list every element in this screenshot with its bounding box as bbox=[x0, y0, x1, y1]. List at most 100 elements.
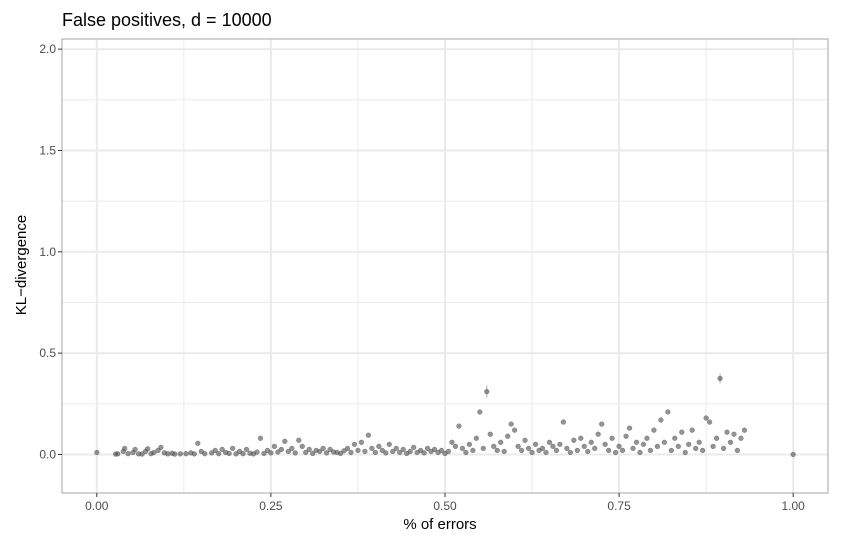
data-point bbox=[132, 446, 138, 453]
data-point bbox=[505, 433, 511, 439]
x-tick-label: 0.75 bbox=[607, 499, 631, 513]
data-point bbox=[115, 451, 121, 457]
data-point bbox=[310, 450, 316, 457]
y-tick-label: 0.0 bbox=[39, 447, 56, 461]
data-point bbox=[560, 419, 567, 425]
data-point bbox=[651, 427, 657, 433]
data-point bbox=[553, 447, 560, 454]
data-point bbox=[602, 441, 608, 448]
data-point bbox=[498, 439, 504, 445]
data-point bbox=[438, 447, 445, 454]
data-point bbox=[470, 447, 476, 454]
data-points bbox=[94, 373, 796, 458]
data-point bbox=[668, 447, 674, 454]
y-tick-label: 1.0 bbox=[39, 245, 56, 259]
data-point bbox=[456, 423, 462, 429]
data-point bbox=[139, 451, 145, 457]
data-point bbox=[327, 446, 333, 453]
data-point bbox=[522, 437, 528, 443]
x-axis-ticks: 0.00 0.25 0.50 0.75 1.00 bbox=[85, 493, 805, 513]
data-point bbox=[257, 435, 264, 441]
data-point bbox=[397, 449, 403, 456]
x-tick-label: 1.00 bbox=[782, 499, 806, 513]
data-point bbox=[94, 449, 100, 456]
data-point bbox=[706, 419, 713, 425]
data-point bbox=[790, 451, 796, 458]
data-point bbox=[317, 448, 323, 455]
x-tick-label: 0.50 bbox=[433, 499, 457, 513]
data-point bbox=[145, 446, 151, 452]
data-point bbox=[654, 443, 661, 450]
data-point bbox=[376, 443, 382, 450]
data-point bbox=[626, 425, 633, 431]
data-point bbox=[508, 421, 514, 427]
data-point bbox=[296, 437, 302, 443]
data-point bbox=[679, 429, 685, 435]
data-point bbox=[546, 439, 553, 445]
data-point bbox=[630, 445, 636, 452]
data-point bbox=[372, 449, 379, 456]
data-point bbox=[480, 445, 486, 452]
data-point bbox=[292, 450, 298, 456]
data-point bbox=[672, 435, 678, 441]
data-point bbox=[571, 437, 577, 443]
data-point bbox=[491, 443, 497, 450]
data-point bbox=[633, 439, 640, 445]
data-point bbox=[158, 444, 164, 451]
data-point bbox=[289, 445, 295, 452]
chart-title: False positives, d = 10000 bbox=[62, 10, 272, 30]
data-point bbox=[731, 431, 737, 437]
data-point bbox=[254, 449, 260, 455]
x-tick-label: 0.25 bbox=[259, 499, 283, 513]
data-point bbox=[459, 445, 466, 452]
data-point bbox=[529, 449, 535, 456]
data-point bbox=[306, 446, 312, 453]
data-point bbox=[484, 389, 490, 395]
y-tick-label: 1.5 bbox=[39, 143, 56, 157]
data-point bbox=[623, 433, 629, 439]
data-point bbox=[696, 439, 702, 445]
data-point bbox=[619, 447, 626, 454]
data-point bbox=[358, 439, 365, 445]
data-point bbox=[543, 449, 549, 456]
data-point bbox=[567, 449, 573, 456]
data-point bbox=[212, 447, 218, 454]
y-axis-ticks: 0.0 0.5 1.0 1.5 2.0 bbox=[39, 42, 62, 461]
data-point bbox=[578, 435, 584, 441]
data-point bbox=[720, 445, 727, 452]
data-point bbox=[599, 421, 605, 427]
data-point bbox=[323, 450, 330, 456]
data-point bbox=[727, 439, 734, 445]
data-point bbox=[299, 443, 305, 450]
data-point bbox=[612, 449, 619, 456]
data-point bbox=[588, 439, 594, 445]
grid-lines bbox=[62, 39, 828, 493]
data-point bbox=[449, 439, 455, 445]
data-point bbox=[219, 446, 225, 453]
y-tick-label: 2.0 bbox=[39, 42, 56, 56]
data-point bbox=[703, 415, 709, 421]
data-point bbox=[713, 435, 720, 441]
data-point bbox=[177, 451, 184, 457]
data-point bbox=[282, 438, 288, 444]
data-point bbox=[386, 441, 392, 448]
data-point bbox=[411, 444, 417, 451]
data-point bbox=[477, 409, 483, 415]
data-point bbox=[362, 448, 368, 455]
x-tick-label: 0.00 bbox=[85, 499, 109, 513]
data-point bbox=[383, 450, 389, 456]
data-point bbox=[393, 445, 399, 452]
data-point bbox=[644, 435, 650, 441]
data-point bbox=[337, 450, 344, 457]
data-point bbox=[682, 449, 688, 456]
data-point bbox=[195, 440, 201, 446]
data-point bbox=[445, 448, 452, 455]
data-point bbox=[487, 431, 493, 437]
data-point bbox=[518, 447, 525, 454]
data-point bbox=[452, 443, 459, 450]
data-point bbox=[665, 409, 671, 415]
data-point bbox=[369, 445, 375, 452]
data-point bbox=[407, 448, 413, 455]
data-point bbox=[463, 449, 469, 456]
